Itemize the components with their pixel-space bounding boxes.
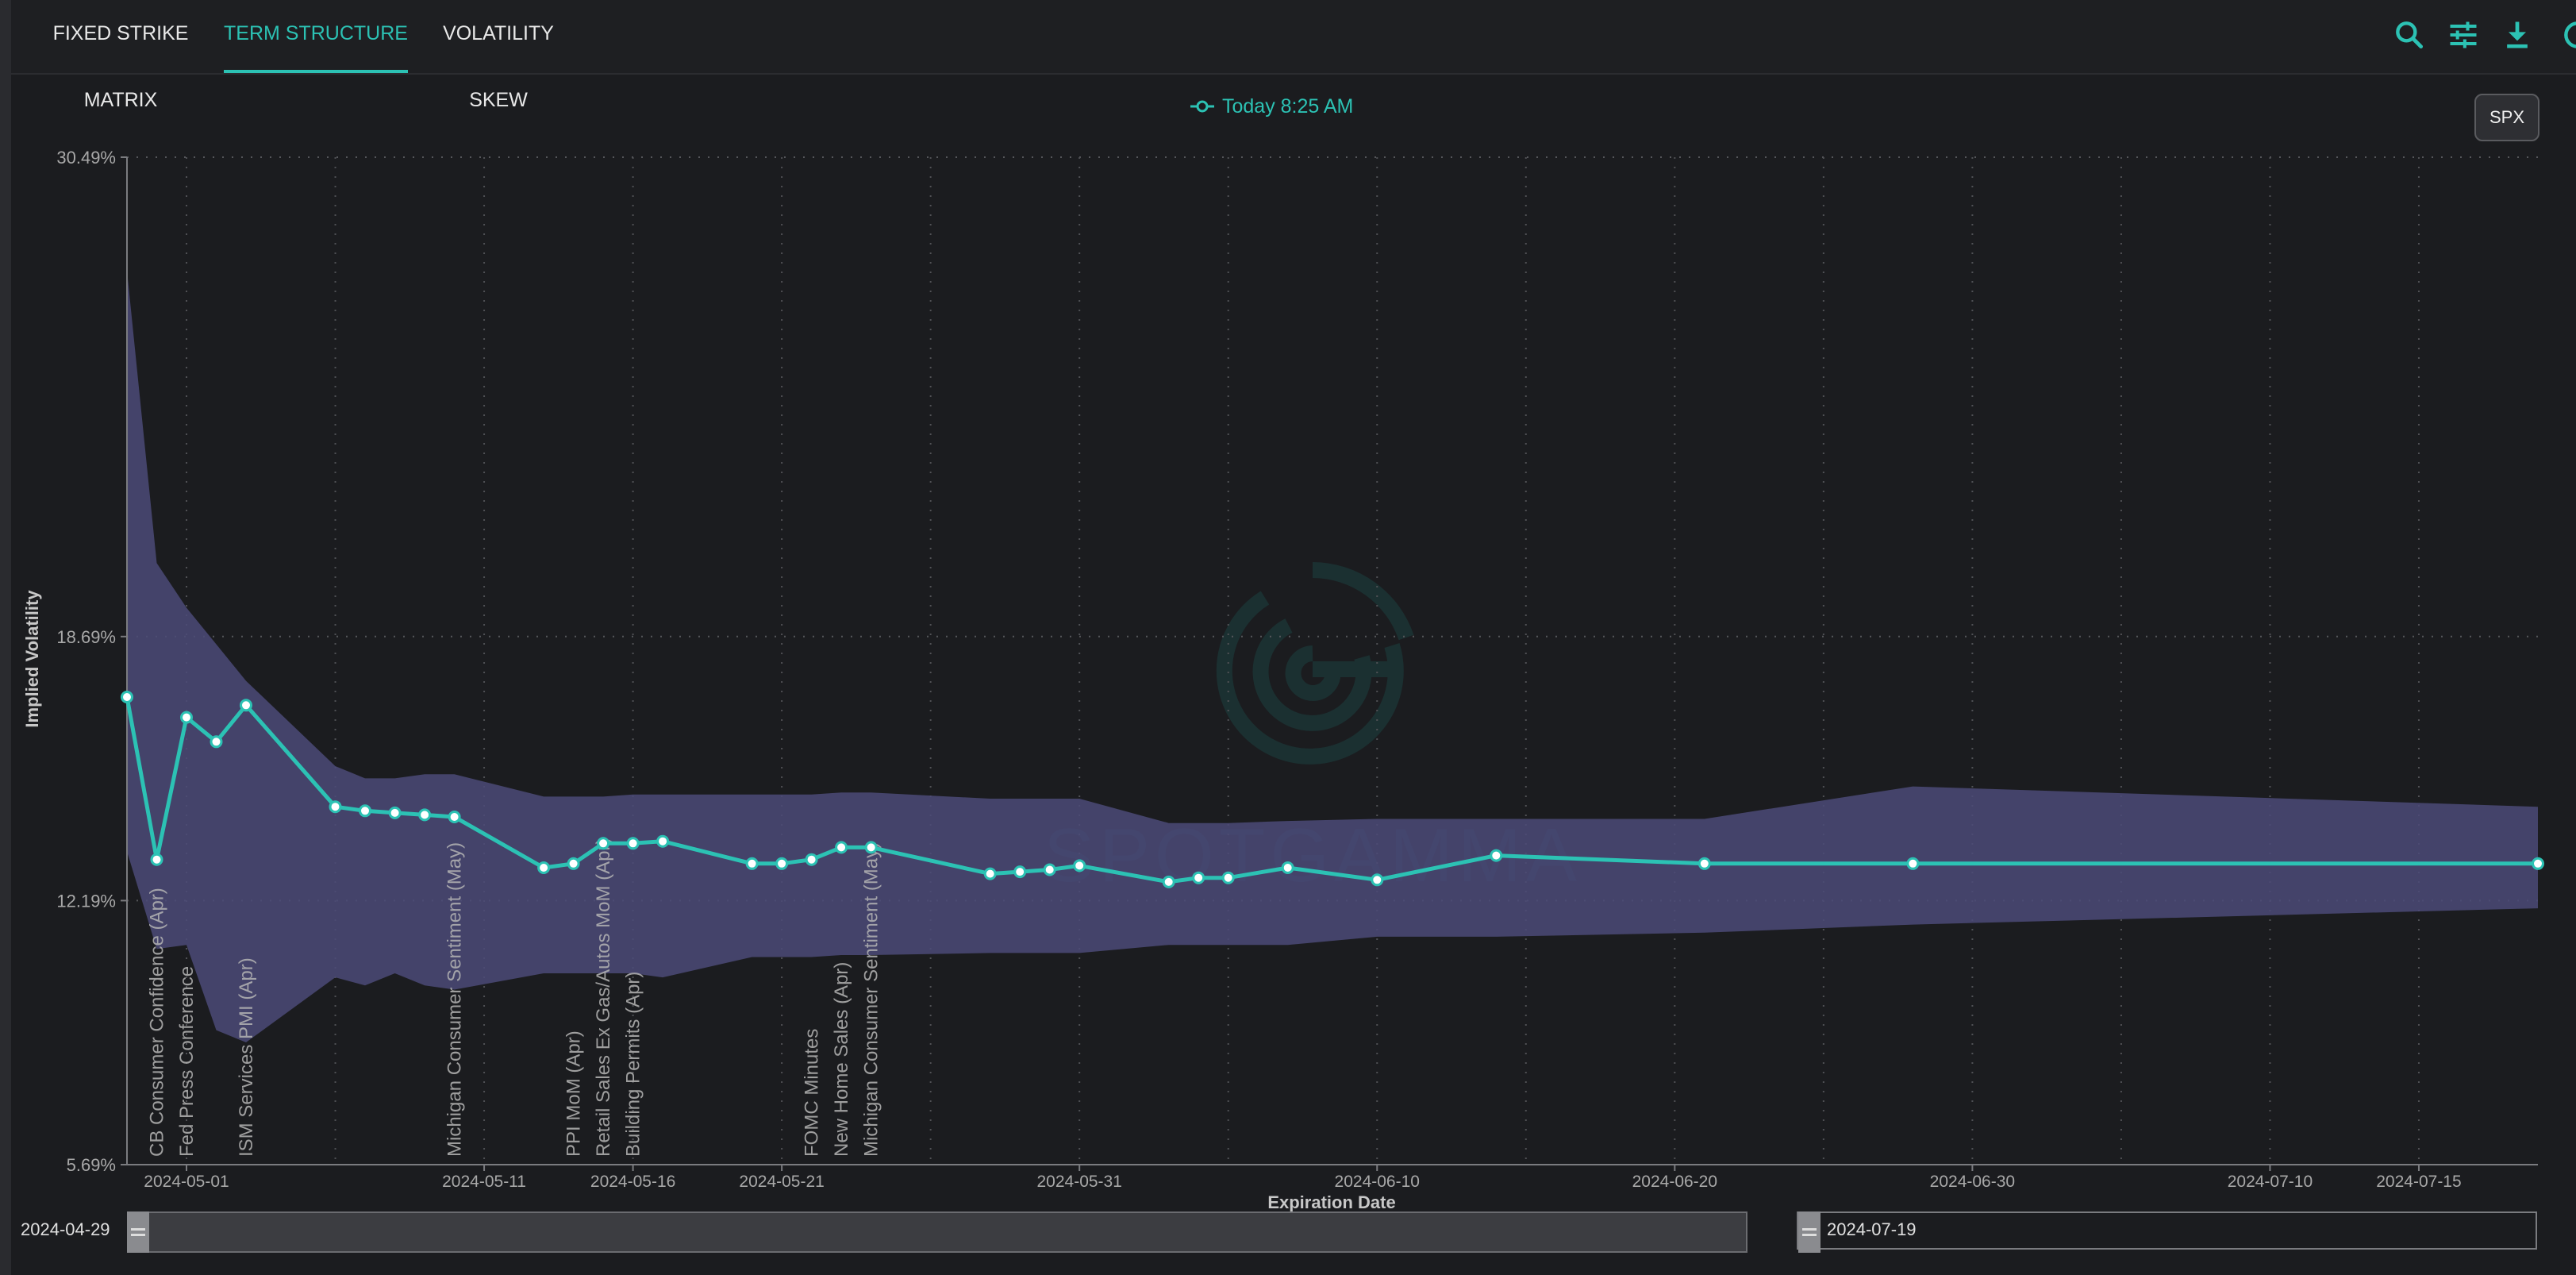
iv-point: [597, 837, 610, 850]
x-tick-label: 2024-05-16: [590, 1173, 675, 1191]
range-slider-outside: [1797, 1211, 2537, 1250]
event-label: Retail Sales Ex Gas/Autos MoM (Apr): [593, 838, 614, 1157]
iv-point: [1281, 861, 1294, 874]
iv-range-band: [127, 270, 2538, 1042]
legend-series-label: Today 8:25 AM: [1222, 94, 1354, 117]
iv-line: [125, 696, 2538, 884]
iv-point: [1043, 863, 1056, 876]
y-tick-label: 30.49%: [56, 148, 116, 168]
iv-point: [329, 800, 342, 814]
iv-point: [359, 804, 371, 818]
spotgamma-watermark: SPOTGAMMA: [1044, 562, 1582, 898]
y-tick-label: 5.69%: [67, 1155, 116, 1175]
event-label: Fed Press Conference: [176, 966, 198, 1157]
tab-term-structure[interactable]: TERM STRUCTURE: [224, 0, 408, 73]
iv-point: [1162, 875, 1175, 888]
range-end-handle[interactable]: [1798, 1211, 1821, 1253]
y-axis-title: Implied Volatility: [22, 590, 42, 728]
x-tick-label: 2024-05-21: [739, 1173, 824, 1191]
iv-point: [1192, 871, 1205, 884]
range-end-label: 2024-07-19: [1827, 1219, 1917, 1239]
legend-line-icon: [1190, 100, 1214, 113]
x-tick-label: 2024-07-15: [2376, 1173, 2461, 1191]
chart-axes: 5.69% 12.19% 18.69% 30.49% 2024-05-01 2024-05…: [56, 148, 2538, 1191]
refresh-icon[interactable]: [2560, 17, 2576, 52]
iv-point: [448, 811, 461, 823]
window-edge: [0, 0, 11, 1275]
download-icon[interactable]: [2500, 17, 2535, 52]
iv-point: [656, 834, 670, 848]
iv-point: [626, 837, 640, 850]
iv-point: [1371, 873, 1384, 887]
event-label: FOMC Minutes: [802, 1029, 823, 1157]
iv-point: [1490, 849, 1503, 862]
iv-point: [2532, 857, 2544, 870]
iv-point: [983, 867, 997, 880]
x-axis-title: Expiration Date: [1267, 1192, 1395, 1212]
ticker-button[interactable]: SPX: [2474, 94, 2539, 141]
y-tick-label: 18.69%: [56, 627, 116, 647]
top-navigation: FIXED STRIKE MATRIX TERM STRUCTURE VOLAT…: [11, 0, 2576, 111]
iv-point: [835, 841, 848, 854]
chart-legend[interactable]: Today 8:25 AM: [1190, 94, 1353, 119]
x-tick-label: 2024-06-30: [1930, 1173, 2015, 1191]
x-tick-label: 2024-06-10: [1335, 1173, 1420, 1191]
range-slider-track[interactable]: [127, 1211, 1747, 1253]
range-start-handle[interactable]: [127, 1211, 149, 1253]
iv-point: [150, 853, 163, 866]
iv-point: [1221, 871, 1235, 884]
tab-fixed-strike-matrix[interactable]: FIXED STRIKE MATRIX: [52, 22, 189, 111]
event-label: Building Permits (Apr): [623, 972, 644, 1157]
chart-grid: [127, 156, 2538, 1165]
event-label: PPI MoM (Apr): [563, 1030, 585, 1157]
iv-point: [388, 806, 402, 819]
iv-point: [121, 691, 133, 703]
event-label: Michigan Consumer Sentiment (May): [861, 842, 882, 1157]
iv-point: [1697, 857, 1711, 870]
iv-point: [1906, 857, 1920, 870]
sliders-icon[interactable]: [2446, 17, 2481, 52]
iv-point: [210, 735, 223, 749]
x-tick-label: 2024-07-10: [2228, 1173, 2313, 1191]
x-tick-label: 2024-05-01: [144, 1173, 229, 1191]
event-label: ISM Services PMI (Apr): [236, 957, 257, 1157]
range-start-label: 2024-04-29: [21, 1219, 110, 1239]
event-label: Michigan Consumer Sentiment (May): [444, 842, 466, 1157]
x-tick-label: 2024-05-11: [442, 1173, 526, 1191]
iv-point: [567, 857, 580, 870]
iv-point: [775, 857, 789, 870]
iv-point: [805, 853, 818, 866]
iv-point: [418, 808, 432, 822]
y-tick-label: 12.19%: [56, 891, 116, 911]
iv-point: [864, 841, 878, 854]
tab-volatility-skew[interactable]: VOLATILITY SKEW: [443, 22, 554, 111]
iv-point: [1013, 865, 1027, 879]
event-label: New Home Sales (Apr): [831, 962, 852, 1157]
x-tick-label: 2024-06-20: [1632, 1173, 1717, 1191]
event-label: CB Consumer Confidence (Apr): [147, 888, 168, 1157]
iv-series: [121, 691, 2544, 888]
iv-point: [180, 711, 193, 724]
search-icon[interactable]: [2392, 17, 2427, 52]
iv-point: [745, 857, 759, 870]
iv-point: [537, 861, 551, 874]
volatility-band: [127, 270, 2538, 1042]
iv-point: [240, 699, 252, 712]
watermark-text: SPOTGAMMA: [1044, 813, 1582, 898]
iv-point: [1073, 859, 1086, 872]
x-tick-label: 2024-05-31: [1036, 1173, 1121, 1191]
event-labels: CB Consumer Confidence (Apr) Fed Press Co…: [147, 838, 882, 1157]
